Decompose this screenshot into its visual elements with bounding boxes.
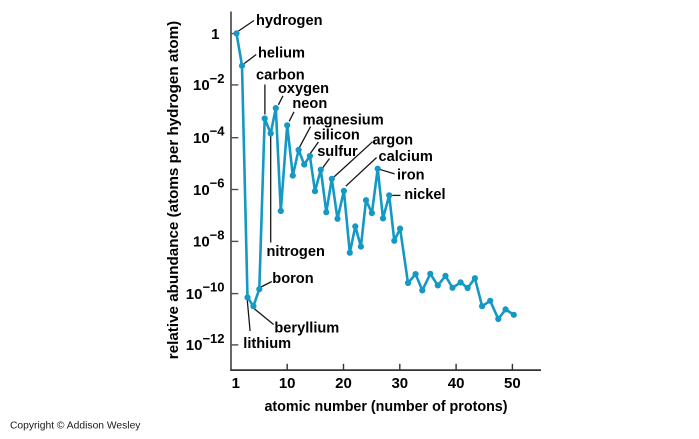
svg-text:10−12: 10−12 — [186, 331, 225, 354]
svg-text:magnesium: magnesium — [303, 112, 384, 128]
svg-text:calcium: calcium — [379, 149, 433, 165]
svg-text:iron: iron — [397, 167, 425, 183]
svg-text:10−8: 10−8 — [193, 227, 225, 250]
svg-text:helium: helium — [258, 45, 305, 61]
svg-text:boron: boron — [272, 271, 313, 287]
svg-text:sulfur: sulfur — [317, 144, 358, 160]
svg-text:nitrogen: nitrogen — [267, 244, 325, 260]
svg-text:atomic number (number of proto: atomic number (number of protons) — [264, 399, 507, 415]
svg-text:carbon: carbon — [256, 67, 305, 83]
svg-text:10−2: 10−2 — [193, 71, 225, 94]
svg-text:30: 30 — [391, 375, 408, 392]
svg-text:neon: neon — [292, 96, 327, 112]
svg-text:40: 40 — [448, 375, 465, 392]
svg-text:Copyright © Addison Wesley: Copyright © Addison Wesley — [10, 421, 141, 432]
svg-text:10−4: 10−4 — [193, 124, 225, 147]
svg-text:argon: argon — [373, 132, 414, 148]
svg-text:1: 1 — [211, 26, 219, 43]
svg-text:beryllium: beryllium — [274, 320, 339, 336]
svg-text:silicon: silicon — [314, 128, 360, 144]
svg-text:10: 10 — [279, 375, 296, 392]
svg-text:nickel: nickel — [404, 187, 445, 203]
svg-text:oxygen: oxygen — [278, 81, 329, 97]
svg-text:lithium: lithium — [243, 336, 291, 352]
svg-text:10−6: 10−6 — [193, 175, 225, 198]
svg-text:relative abundance (atoms per: relative abundance (atoms per hydrogen a… — [165, 21, 182, 359]
svg-text:50: 50 — [504, 375, 521, 392]
svg-text:1: 1 — [232, 375, 240, 392]
svg-text:10−10: 10−10 — [186, 280, 225, 303]
svg-text:hydrogen: hydrogen — [256, 13, 323, 29]
svg-text:20: 20 — [335, 375, 352, 392]
